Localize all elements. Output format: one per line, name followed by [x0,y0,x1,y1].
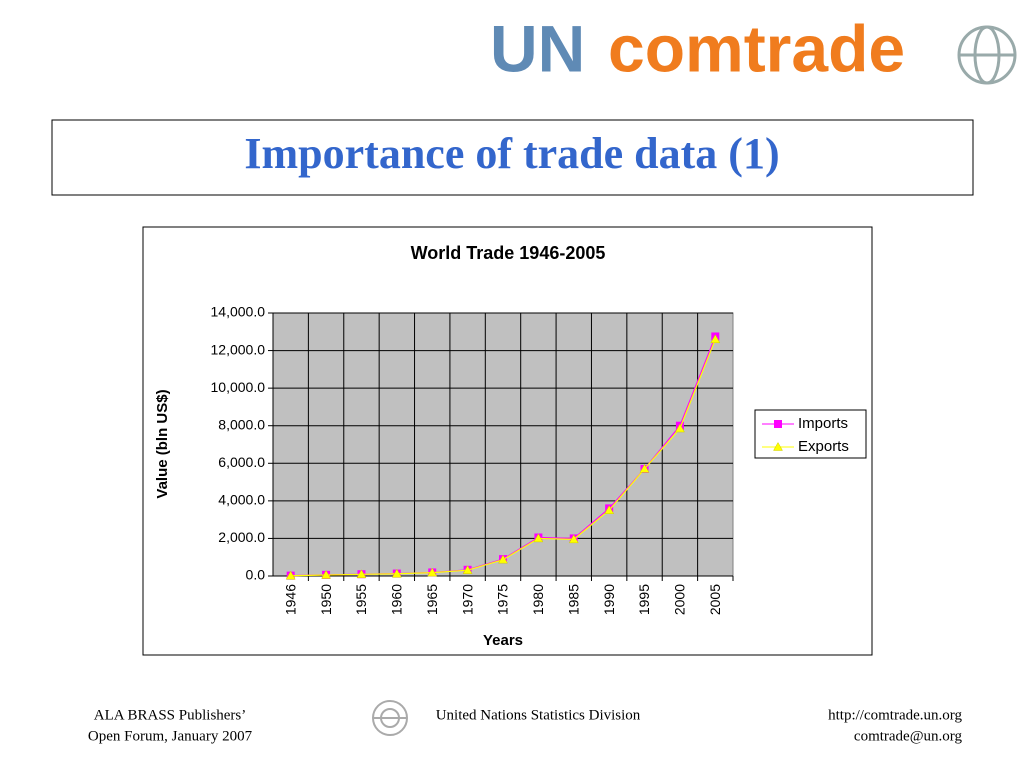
marker [774,420,782,428]
marker [427,567,438,577]
marker [604,505,615,514]
marker [498,554,508,564]
marker [462,565,473,574]
y-tick-label: 12,000.0 [211,341,266,357]
x-tick-label: 1980 [530,584,546,615]
footer-right-1: http://comtrade.un.org [828,707,962,723]
footer-right-2: comtrade@un.org [854,728,963,744]
marker [285,570,296,580]
x-axis-title: Years [483,632,523,649]
logo-comtrade: comtrade [608,11,905,85]
x-tick-label: 1950 [318,584,334,615]
legend-label: Imports [798,415,848,432]
x-tick-label: 2000 [672,584,688,615]
x-tick-label: 1946 [282,584,298,615]
y-tick-label: 10,000.0 [211,379,266,395]
footer-logo [372,700,408,736]
marker [391,568,402,578]
marker [356,569,367,579]
x-tick-label: 1985 [565,584,581,615]
logo-globe [957,25,1017,85]
x-tick-label: 2005 [707,584,723,615]
y-tick-label: 14,000.0 [211,304,266,320]
title-box [51,119,974,196]
x-tick-label: 1965 [424,584,440,615]
chart-title: World Trade 1946-2005 [411,243,606,263]
footer-center: United Nations Statistics Division [436,707,641,723]
y-tick-label: 4,000.0 [218,492,265,508]
marker [533,533,544,543]
x-tick-label: 1955 [353,584,369,615]
logo-un: UN [490,11,585,85]
marker [710,334,721,344]
y-tick-label: 2,000.0 [218,529,265,545]
y-tick-label: 0.0 [246,567,266,583]
marker [321,569,332,579]
marker [773,441,783,451]
x-tick-label: 1995 [636,584,652,615]
x-tick-label: 1975 [495,584,511,615]
footer-left-2: Open Forum, January 2007 [88,728,253,744]
x-tick-label: 1970 [459,584,475,615]
marker [568,534,579,544]
slide-title: Importance of trade data (1) [244,129,779,178]
x-tick-label: 1990 [601,584,617,615]
legend-label: Exports [798,438,849,455]
y-axis-title: Value (bln US$) [154,389,171,498]
y-tick-label: 8,000.0 [218,416,265,432]
marker [639,463,650,473]
x-tick-label: 1960 [389,584,405,615]
y-tick-label: 6,000.0 [218,454,265,470]
marker [674,423,685,433]
footer-left-1: ALA BRASS Publishers’ [94,707,247,723]
